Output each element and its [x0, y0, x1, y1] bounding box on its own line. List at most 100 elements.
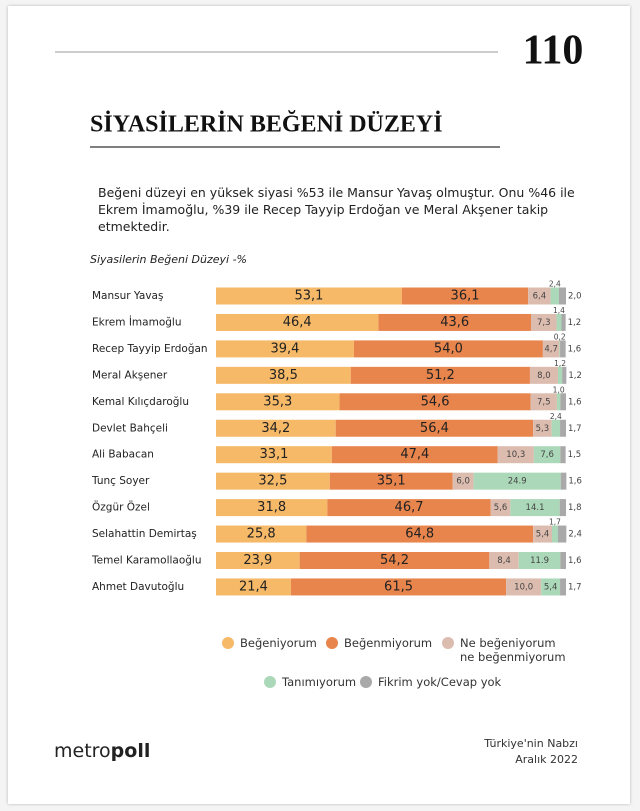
legend-item: Tanımıyorum	[264, 675, 382, 689]
legend-swatch	[264, 676, 276, 688]
legend-label: Beğenmiyorum	[344, 636, 433, 650]
chart-title: Siyasilerin Beğeni Düzeyi -%	[90, 253, 247, 266]
value-label: 8,4	[497, 556, 511, 566]
legend-label: Ne beğeniyorum ne beğenmiyorum	[460, 636, 566, 664]
bar-segment	[560, 419, 566, 437]
value-label: 31,8	[257, 500, 286, 515]
legend-swatch	[326, 637, 338, 649]
bar-segment	[559, 340, 561, 358]
value-label: 54,6	[421, 394, 450, 409]
bar-segment	[216, 313, 379, 331]
value-label: 1,6	[568, 556, 582, 566]
bar-segment	[299, 552, 490, 569]
value-label: 2,4	[568, 530, 582, 540]
bar-segment	[331, 446, 498, 464]
value-label: 54,0	[434, 341, 463, 356]
value-label: 43,6	[440, 315, 469, 330]
footer-date: Aralık 2022	[515, 753, 578, 766]
value-label: 53,1	[294, 289, 323, 304]
value-label: 35,3	[263, 394, 292, 409]
legend-item: Fikrim yok/Cevap yok	[360, 675, 518, 689]
legend-item: Beğenmiyorum	[326, 636, 444, 650]
bar-segment	[529, 366, 558, 384]
bar-segment	[216, 393, 340, 411]
value-label: 51,2	[426, 368, 455, 383]
legend-label: Tanımıyorum	[282, 675, 357, 689]
bar-segment	[216, 366, 351, 384]
bar-segment	[378, 313, 531, 331]
value-label: 1,7	[568, 582, 582, 592]
page-title: SİYASİLERİN BEĞENİ DÜZEYİ	[90, 111, 443, 138]
category-label: Ahmet Davutoğlu	[92, 581, 184, 593]
bar-segment	[562, 366, 567, 384]
value-label: 34,2	[261, 421, 290, 436]
value-label: 5,3	[536, 424, 550, 434]
bar-segment	[560, 340, 566, 358]
value-label: 7,5	[537, 397, 551, 407]
value-label: 1,6	[568, 397, 582, 407]
value-label: 24.9	[508, 477, 527, 487]
bar-segment	[506, 578, 542, 596]
value-label: 0,2	[554, 332, 566, 341]
category-label: Kemal Kılıçdaroğlu	[92, 396, 189, 408]
value-label: 1,8	[568, 503, 582, 513]
bar-segment	[216, 446, 332, 464]
category-label: Tunç Soyer	[91, 475, 150, 487]
value-label: 7,6	[540, 450, 554, 460]
bar-segment	[533, 446, 561, 464]
bar-segment	[518, 552, 561, 569]
bar-segment	[473, 472, 561, 490]
value-label: 6,4	[533, 292, 547, 302]
value-label: 39,4	[270, 341, 299, 356]
bar-segment	[560, 472, 567, 490]
bar-segment	[533, 419, 552, 437]
value-label: 5,4	[544, 582, 558, 592]
value-label: 35,1	[377, 474, 406, 489]
legend-swatch	[442, 637, 454, 649]
value-label: 7,3	[537, 318, 551, 328]
value-label: 1,6	[568, 344, 582, 354]
value-label: 1,7	[568, 424, 582, 434]
summary-text: Beğeni düzeyi en yüksek siyasi %53 ile M…	[98, 185, 575, 234]
value-label: 33,1	[259, 447, 288, 462]
category-label: Ekrem İmamoğlu	[92, 315, 181, 328]
bar-segment	[559, 499, 566, 517]
value-label: 36,1	[451, 289, 480, 304]
value-label: 6,0	[456, 477, 470, 487]
value-label: 5,6	[494, 503, 508, 513]
bar-segment	[216, 499, 328, 517]
bar-segment	[339, 393, 531, 411]
bar-segment	[353, 340, 543, 358]
bar-segment	[216, 419, 336, 437]
value-label: 14.1	[526, 503, 545, 513]
bar-segment	[560, 446, 566, 464]
value-label: 1,5	[568, 450, 582, 460]
legend-swatch	[360, 676, 372, 688]
value-label: 11.9	[530, 556, 549, 566]
bar-segment	[216, 525, 307, 543]
value-label: 32,5	[258, 474, 287, 489]
value-label: 46,4	[283, 315, 312, 330]
value-label: 1,4	[553, 306, 565, 315]
value-label: 10,3	[506, 450, 525, 460]
value-label: 61,5	[384, 579, 413, 594]
value-label: 1,7	[549, 518, 561, 527]
bar-segment	[557, 366, 563, 384]
bar-segment	[327, 499, 491, 517]
bar-segment	[510, 499, 560, 517]
brand: metropoll	[54, 740, 150, 762]
value-label: 1,0	[553, 385, 565, 394]
value-label: 1,6	[568, 477, 582, 487]
bar-segment	[541, 578, 561, 596]
value-label: 1,2	[568, 371, 582, 381]
brand-light: metro	[54, 740, 111, 762]
bar-segment	[216, 340, 354, 358]
value-label: 38,5	[269, 368, 298, 383]
bar-segment	[335, 419, 534, 437]
category-label: Ali Babacan	[92, 449, 154, 461]
bar-segment	[551, 419, 561, 437]
bar-segment	[290, 578, 507, 596]
legend-label: Beğeniyorum	[240, 636, 317, 650]
value-label: 1,2	[568, 318, 582, 328]
